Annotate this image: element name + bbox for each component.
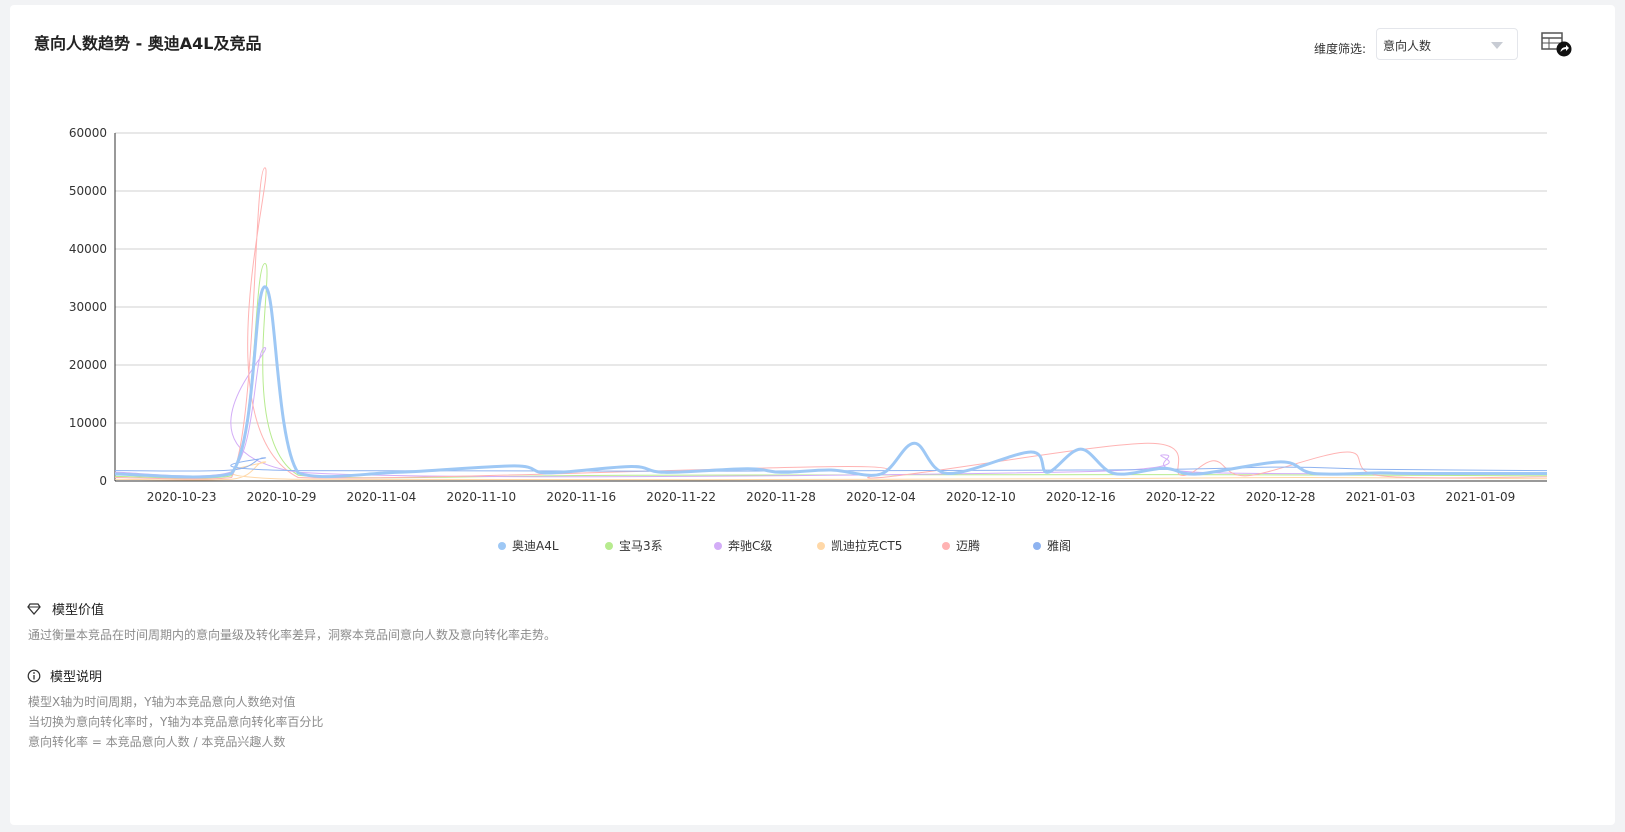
legend-marker	[1033, 542, 1041, 550]
series-line-5	[114, 457, 1548, 472]
dimension-select-value: 意向人数	[1383, 39, 1432, 53]
legend-marker	[817, 542, 825, 550]
x-tick-label: 2020-11-04	[347, 490, 417, 504]
diamond-icon	[27, 603, 41, 615]
series-line-2	[114, 347, 1548, 478]
legend-item-label[interactable]: 雅阁	[1047, 538, 1071, 553]
x-tick-label: 2020-12-10	[946, 490, 1016, 504]
x-tick-label: 2020-11-16	[546, 490, 616, 504]
legend-item-label[interactable]: 奥迪A4L	[512, 539, 559, 553]
dimension-select[interactable]: 意向人数	[1376, 28, 1518, 60]
legend-item-label[interactable]: 凯迪拉克CT5	[831, 538, 902, 553]
line-chart: 0 10000 20000 30000 40000 50000 60000 2020-10-2…	[69, 126, 1548, 553]
series-line-1	[114, 263, 1548, 479]
x-tick-label: 2020-12-22	[1146, 490, 1216, 504]
legend-item-label[interactable]: 奔驰C级	[728, 539, 772, 553]
model-desc-line-1: 模型X轴为时间周期，Y轴为本竞品意向人数绝对值	[28, 695, 296, 709]
legend-marker	[605, 542, 613, 550]
info-icon	[27, 669, 41, 683]
x-tick-label: 2020-11-10	[446, 490, 516, 504]
chevron-down-icon	[1491, 42, 1503, 49]
model-value-text: 通过衡量本竞品在时间周期内的意向量级及转化率差异，洞察本竞品间意向人数及意向转化…	[28, 628, 557, 642]
legend-item-label[interactable]: 迈腾	[956, 538, 980, 553]
axis-layer: 0 10000 20000 30000 40000 50000 60000 2020-10-2…	[69, 126, 1547, 504]
table-export-icon[interactable]	[1540, 30, 1576, 60]
grid-layer	[115, 132, 1547, 424]
x-tick-label: 2020-10-23	[147, 490, 217, 504]
legend-layer: 奥迪A4L 宝马3系 奔驰C级 凯迪拉克CT5 迈腾 雅阁	[498, 538, 1071, 553]
x-tick-label: 2020-12-04	[846, 490, 916, 504]
x-tick-label: 2021-01-09	[1446, 490, 1516, 504]
series-layer	[114, 167, 1548, 481]
filter-label: 维度筛选:	[1314, 42, 1367, 56]
chart-title: 意向人数趋势 - 奥迪A4L及竞品	[34, 34, 262, 53]
legend-item-label[interactable]: 宝马3系	[619, 539, 663, 553]
series-line-0	[114, 285, 1548, 479]
legend-marker	[714, 542, 722, 550]
y-tick-label: 60000	[69, 126, 107, 140]
x-tick-label: 2021-01-03	[1346, 490, 1416, 504]
y-tick-label: 50000	[69, 184, 107, 198]
chart-card: 意向人数趋势 - 奥迪A4L及竞品 维度筛选: 意向人数 0 10000 20000…	[10, 5, 1615, 825]
series-line-4	[114, 167, 1548, 480]
x-tick-label: 2020-12-28	[1246, 490, 1316, 504]
x-tick-label: 2020-11-28	[746, 490, 816, 504]
x-tick-label: 2020-11-22	[646, 490, 716, 504]
legend-marker	[498, 542, 506, 550]
x-tick-label: 2020-10-29	[247, 490, 317, 504]
model-value-title: 模型价值	[52, 603, 105, 618]
model-desc-line-2: 当切换为意向转化率时，Y轴为本竞品意向转化率百分比	[28, 715, 324, 729]
y-tick-label: 0	[99, 474, 107, 488]
legend-marker	[942, 542, 950, 550]
model-desc-title: 模型说明	[50, 670, 103, 685]
y-tick-label: 20000	[69, 358, 107, 372]
y-tick-label: 30000	[69, 300, 107, 314]
x-tick-label: 2020-12-16	[1046, 490, 1116, 504]
y-tick-label: 10000	[69, 416, 107, 430]
model-desc-line-3: 意向转化率 = 本竞品意向人数 / 本竞品兴趣人数	[28, 735, 286, 749]
y-tick-label: 40000	[69, 242, 107, 256]
